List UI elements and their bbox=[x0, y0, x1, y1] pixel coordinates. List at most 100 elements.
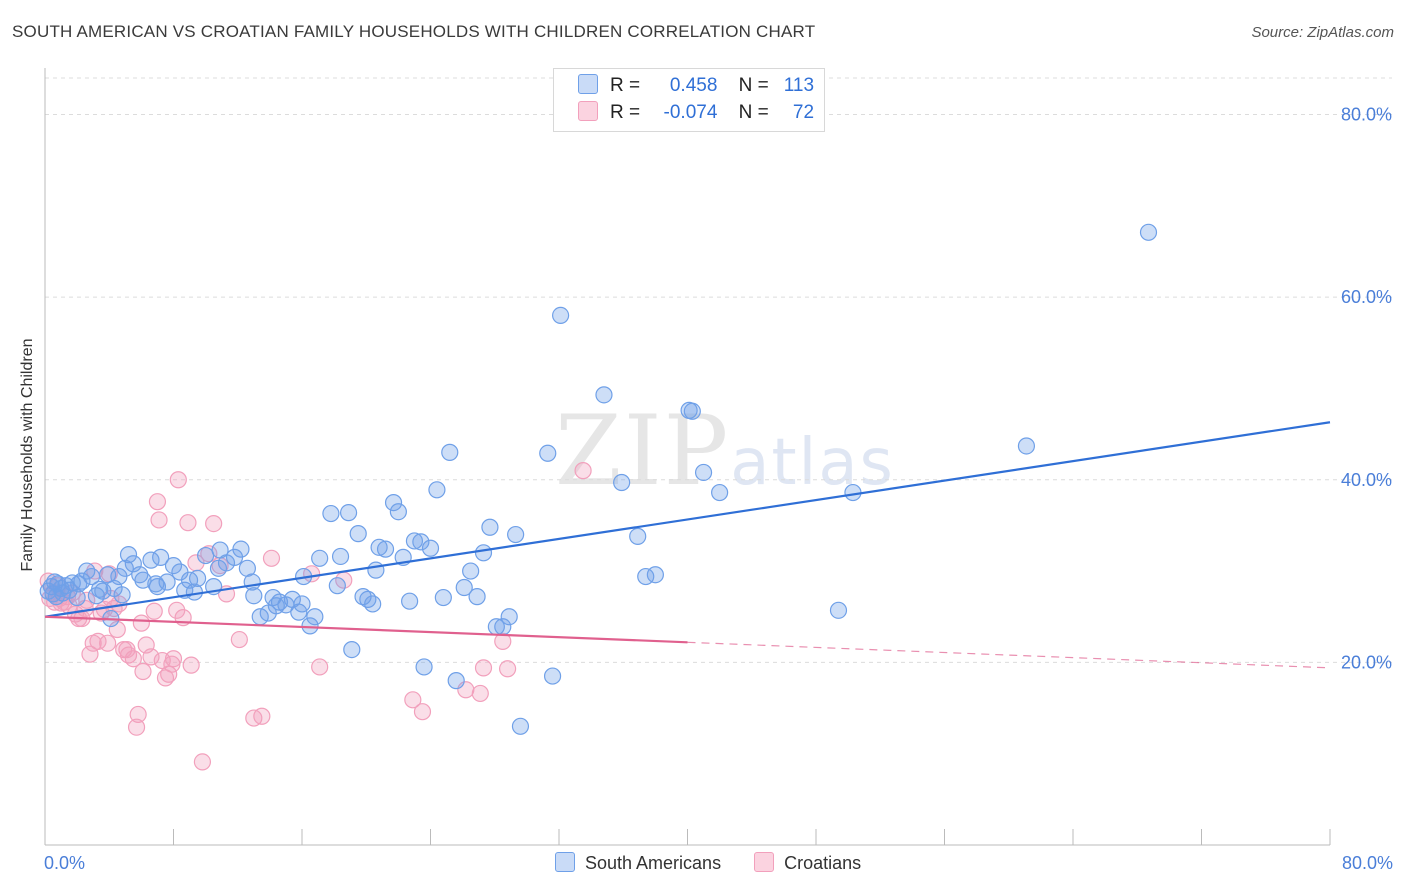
south-american-point bbox=[694, 463, 713, 482]
chart-title: SOUTH AMERICAN VS CROATIAN FAMILY HOUSEH… bbox=[12, 22, 816, 41]
south-american-point bbox=[147, 575, 165, 593]
legend-r-value: -0.074 bbox=[663, 102, 718, 123]
south-american-point bbox=[328, 577, 346, 595]
south-american-point bbox=[428, 481, 446, 499]
south-american-point bbox=[94, 582, 112, 600]
south-american-point bbox=[500, 608, 518, 626]
south-american-point bbox=[474, 544, 493, 562]
series-legend: South Americans Croatians bbox=[555, 852, 889, 874]
croatian-point bbox=[81, 645, 99, 663]
croatian-trendline bbox=[44, 615, 688, 644]
trendlines bbox=[44, 421, 1331, 669]
croatian-point bbox=[99, 634, 117, 652]
legend-n-value: 72 bbox=[792, 102, 815, 123]
legend-swatch-croatians bbox=[754, 852, 775, 872]
croatian-point bbox=[574, 462, 592, 480]
south-american-point bbox=[78, 562, 96, 580]
x-tick-label: 0.0% bbox=[44, 853, 85, 873]
south-american-point bbox=[367, 561, 385, 579]
south-american-point bbox=[68, 588, 86, 607]
south-american-point bbox=[455, 578, 473, 597]
south-american-point bbox=[412, 533, 430, 551]
legend-label-croatians: Croatians bbox=[784, 853, 862, 873]
south-american-point bbox=[293, 595, 311, 613]
south-american-point bbox=[646, 566, 664, 584]
y-tick-label: 60.0% bbox=[1341, 287, 1392, 307]
south-american-point bbox=[543, 667, 562, 685]
south-american-point bbox=[462, 562, 480, 580]
croatian-point bbox=[160, 665, 178, 683]
south-american-point bbox=[164, 556, 183, 575]
source-label: Source: ZipAtlas.com bbox=[1251, 24, 1394, 41]
south-american-point bbox=[113, 586, 131, 604]
south-american-point bbox=[552, 306, 570, 325]
legend-swatch-croatians bbox=[578, 101, 598, 121]
croatian-point bbox=[499, 660, 517, 678]
south-american-point bbox=[131, 566, 149, 584]
south-american-point bbox=[311, 549, 329, 567]
croatian-point bbox=[230, 630, 248, 649]
croatian-trendline bbox=[687, 641, 1331, 669]
watermark-atlas: atlas bbox=[730, 426, 895, 500]
croatian-point bbox=[253, 707, 271, 725]
south-american-point bbox=[245, 587, 263, 605]
south-american-point bbox=[152, 548, 170, 566]
south-american-point bbox=[468, 588, 486, 606]
south-american-point bbox=[539, 444, 557, 462]
tick-labels: 20.0% 40.0% 60.0% 80.0% 0.0% 80.0% bbox=[44, 105, 1393, 873]
south-american-point bbox=[441, 443, 459, 461]
south-american-point bbox=[243, 573, 261, 591]
croatian-point bbox=[494, 632, 512, 650]
south-american-point bbox=[124, 555, 142, 573]
south-american-point bbox=[185, 583, 203, 601]
legend-label-south-americans: South Americans bbox=[585, 853, 722, 873]
legend-item-south-americans: South Americans bbox=[555, 852, 721, 874]
croatian-point bbox=[132, 614, 150, 632]
south-american-point bbox=[683, 402, 701, 420]
south-american-point bbox=[343, 640, 361, 659]
legend-r-label: R = bbox=[610, 75, 641, 96]
south-american-point bbox=[447, 672, 465, 690]
croatian-point bbox=[150, 511, 168, 529]
south-american-point bbox=[209, 559, 228, 577]
legend-swatch-south-americans bbox=[555, 852, 575, 872]
axes bbox=[44, 68, 1331, 846]
y-tick-label: 20.0% bbox=[1341, 652, 1392, 672]
south-american-point bbox=[349, 525, 367, 543]
croatian-point bbox=[108, 620, 126, 639]
legend-row-croatians: R = -0.074 N = 72 bbox=[578, 101, 814, 127]
legend-n-label: N = bbox=[738, 102, 769, 123]
south-american-point bbox=[116, 559, 134, 577]
south-american-point bbox=[384, 493, 403, 512]
south-american-point bbox=[322, 504, 340, 523]
croatian-point bbox=[311, 658, 329, 676]
south-american-point bbox=[197, 546, 215, 565]
south-american-point bbox=[364, 595, 382, 613]
croatian-point bbox=[413, 703, 432, 721]
croatian-point bbox=[148, 493, 167, 511]
south-american-trendline bbox=[44, 421, 1331, 618]
croatian-point bbox=[179, 514, 197, 532]
croatian-point bbox=[169, 471, 187, 489]
south-american-point bbox=[507, 525, 525, 544]
south-american-point bbox=[119, 546, 138, 564]
south-american-point bbox=[1017, 437, 1036, 455]
south-american-point bbox=[434, 588, 452, 607]
south-american-point bbox=[148, 577, 167, 596]
croatian-point bbox=[145, 602, 163, 620]
croatian-point bbox=[471, 684, 489, 703]
south-american-point bbox=[1139, 223, 1158, 241]
south-american-point bbox=[376, 540, 395, 558]
legend-item-croatians: Croatians bbox=[754, 852, 861, 874]
south-american-point bbox=[421, 539, 440, 557]
legend-n-label: N = bbox=[738, 75, 769, 96]
legend-r-value: 0.458 bbox=[669, 75, 718, 96]
x-tick-label: 80.0% bbox=[1342, 853, 1393, 873]
croatian-point bbox=[193, 753, 212, 771]
south-american-point bbox=[73, 572, 91, 590]
y-tick-label: 80.0% bbox=[1341, 105, 1392, 125]
south-american-point bbox=[405, 532, 424, 550]
south-american-point bbox=[711, 483, 729, 502]
croatian-point bbox=[134, 662, 152, 681]
